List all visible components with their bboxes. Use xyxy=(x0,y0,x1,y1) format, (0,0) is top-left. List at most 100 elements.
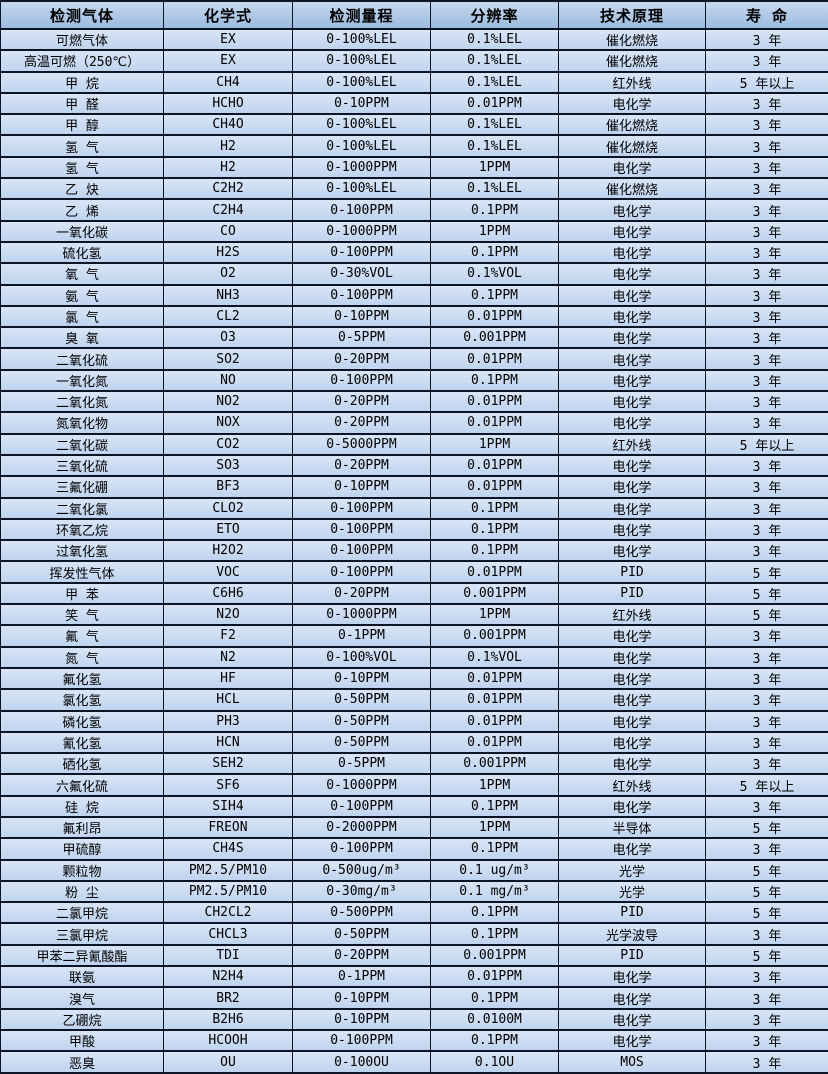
table-cell: 0-10PPM xyxy=(292,666,431,691)
table-cell: B2H6 xyxy=(163,1007,293,1031)
table-cell: 3 年 xyxy=(705,730,828,755)
table-cell: 3 年 xyxy=(705,922,828,946)
table-cell: 电化学 xyxy=(558,198,706,222)
header-row: 检测气体 化学式 检测量程 分辨率 技术原理 寿 命 xyxy=(0,0,828,30)
table-cell: 0.01PPM xyxy=(430,475,559,499)
table-cell: 3 年 xyxy=(705,155,828,180)
table-row: 甲 烷 CH4 0-100%LEL 0.1%LEL 红外线 5 年以上 xyxy=(0,70,828,94)
table-cell: 5 年 xyxy=(705,901,828,925)
table-cell: HCHO xyxy=(163,91,293,116)
table-cell: SEH2 xyxy=(163,752,293,776)
table-cell: 0.001PPM xyxy=(430,581,559,606)
table-cell: 0.01PPM xyxy=(430,709,559,733)
table-row: 氧 气 O2 0-30%VOL 0.1%VOL 电化学 3 年 xyxy=(0,262,828,286)
table-cell: 电化学 xyxy=(558,283,706,307)
table-cell: 3 年 xyxy=(705,965,828,989)
table-cell: 0-5000PPM xyxy=(292,432,431,456)
table-cell: 联氨 xyxy=(0,965,164,989)
table-cell: 0.1 mg/m³ xyxy=(430,879,559,904)
table-cell: 5 年 xyxy=(705,560,828,584)
table-cell: 一氧化氮 xyxy=(0,368,164,393)
table-cell: 5 年 xyxy=(705,943,828,968)
table-cell: 甲 醇 xyxy=(0,113,164,137)
table-row: 三氧化硫 SO3 0-20PPM 0.01PPM 电化学 3 年 xyxy=(0,453,828,478)
table-cell: 0-20PPM xyxy=(292,581,431,606)
table-cell: 0-10PPM xyxy=(292,986,431,1010)
table-cell: BR2 xyxy=(163,986,293,1010)
table-cell: 笑 气 xyxy=(0,603,164,627)
table-cell: HCN xyxy=(163,730,293,755)
table-cell: 二氧化氮 xyxy=(0,390,164,414)
table-cell: 3 年 xyxy=(705,1028,828,1053)
table-cell: 0-2000PPM xyxy=(292,815,431,840)
table-cell: PID xyxy=(558,560,706,584)
table-row: 乙硼烷 B2H6 0-10PPM 0.0100M 电化学 3 年 xyxy=(0,1007,828,1031)
table-cell: 0-1000PPM xyxy=(292,219,431,243)
table-cell: 3 年 xyxy=(705,1007,828,1031)
table-row: 一氧化氮 NO 0-100PPM 0.1PPM 电化学 3 年 xyxy=(0,368,828,393)
table-cell: 0.1%VOL xyxy=(430,262,559,286)
table-cell: 硒化氢 xyxy=(0,752,164,776)
table-row: 二氧化氯 CLO2 0-100PPM 0.1PPM 电化学 3 年 xyxy=(0,496,828,520)
table-cell: 3 年 xyxy=(705,177,828,201)
table-cell: 光学 xyxy=(558,858,706,882)
table-cell: 电化学 xyxy=(558,1007,706,1031)
table-cell: FREON xyxy=(163,815,293,840)
table-cell: 0-5PPM xyxy=(292,326,431,350)
table-cell: N2O xyxy=(163,603,293,627)
table-cell: 0-500PPM xyxy=(292,901,431,925)
table-row: 联氨 N2H4 0-1PPM 0.01PPM 电化学 3 年 xyxy=(0,965,828,989)
table-cell: F2 xyxy=(163,624,293,648)
table-cell: H2 xyxy=(163,134,293,158)
table-cell: 氯化氢 xyxy=(0,688,164,712)
table-row: 磷化氢 PH3 0-50PPM 0.01PPM 电化学 3 年 xyxy=(0,709,828,733)
table-cell: 0-50PPM xyxy=(292,688,431,712)
table-cell: 0.1PPM xyxy=(430,198,559,222)
table-cell: 0.1PPM xyxy=(430,794,559,818)
table-cell: 3 年 xyxy=(705,709,828,733)
table-cell: 甲苯二异氰酸酯 xyxy=(0,943,164,968)
table-cell: 3 年 xyxy=(705,113,828,137)
table-cell: 六氟化硫 xyxy=(0,773,164,797)
column-header-lifespan: 寿 命 xyxy=(705,0,828,30)
table-cell: 0.1PPM xyxy=(430,539,559,563)
table-cell: 0.1PPM xyxy=(430,837,559,861)
table-cell: CHCL3 xyxy=(163,922,293,946)
table-cell: H2O2 xyxy=(163,539,293,563)
table-cell: 0.1%LEL xyxy=(430,177,559,201)
table-cell: 0-1000PPM xyxy=(292,603,431,627)
table-cell: 电化学 xyxy=(558,688,706,712)
table-cell: 二氧化氯 xyxy=(0,496,164,520)
column-header-formula: 化学式 xyxy=(163,0,293,30)
table-cell: 3 年 xyxy=(705,666,828,691)
table-cell: 0-100PPM xyxy=(292,560,431,584)
table-cell: PID xyxy=(558,901,706,925)
table-cell: PID xyxy=(558,943,706,968)
column-header-range: 检测量程 xyxy=(292,0,431,30)
table-cell: 甲 苯 xyxy=(0,581,164,606)
table-cell: 0.01PPM xyxy=(430,411,559,435)
table-cell: 5 年 xyxy=(705,581,828,606)
table-cell: 电化学 xyxy=(558,91,706,116)
table-cell: 颗粒物 xyxy=(0,858,164,882)
table-cell: BF3 xyxy=(163,475,293,499)
table-cell: 0-100PPM xyxy=(292,539,431,563)
table-cell: O3 xyxy=(163,326,293,350)
table-cell: 硅 烷 xyxy=(0,794,164,818)
table-cell: 1PPM xyxy=(430,773,559,797)
table-cell: 0-100%LEL xyxy=(292,113,431,137)
table-row: 二氧化碳 CO2 0-5000PPM 1PPM 红外线 5 年以上 xyxy=(0,432,828,456)
table-cell: 0.1OU xyxy=(430,1050,559,1074)
table-cell: PM2.5/PM10 xyxy=(163,879,293,904)
table-row: 二氧化硫 SO2 0-20PPM 0.01PPM 电化学 3 年 xyxy=(0,347,828,371)
table-cell: 0.1PPM xyxy=(430,496,559,520)
table-cell: CH4S xyxy=(163,837,293,861)
table-cell: 0.1%LEL xyxy=(430,70,559,94)
table-cell: 0-100PPM xyxy=(292,794,431,818)
table-cell: 1PPM xyxy=(430,432,559,456)
table-cell: 3 年 xyxy=(705,198,828,222)
table-cell: 0.001PPM xyxy=(430,624,559,648)
table-cell: 甲酸 xyxy=(0,1028,164,1053)
table-cell: 氟 气 xyxy=(0,624,164,648)
table-cell: CL2 xyxy=(163,304,293,329)
